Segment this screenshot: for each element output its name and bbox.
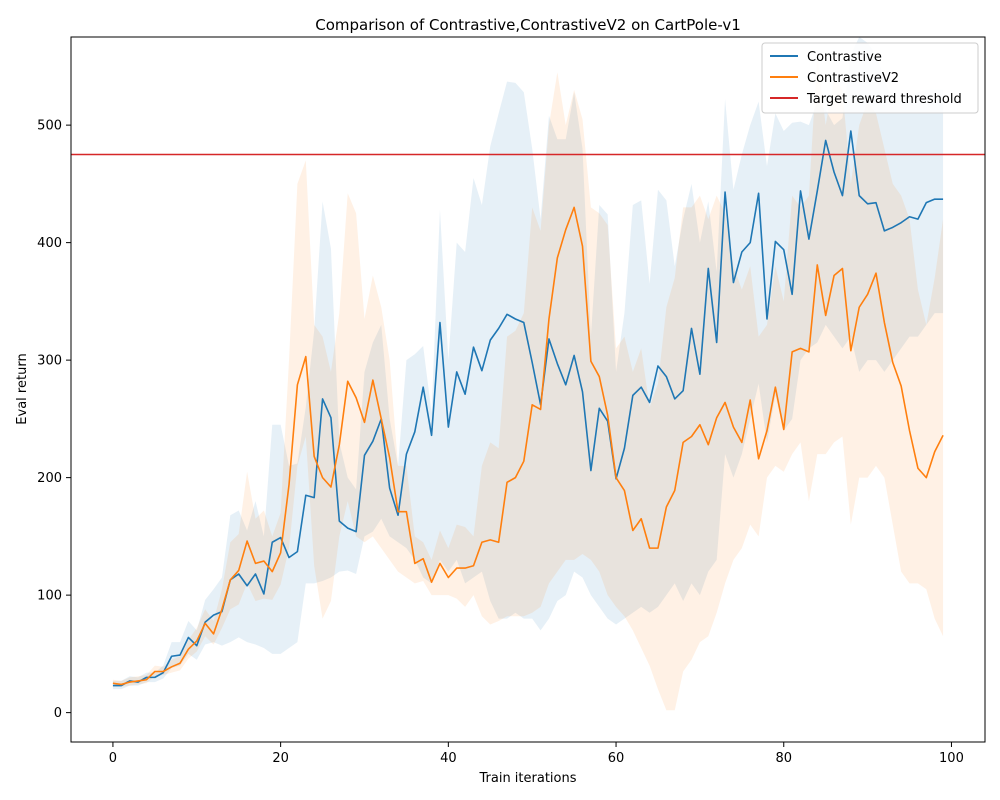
series-lines xyxy=(112,130,944,687)
y-tick-label: 300 xyxy=(37,354,62,369)
y-axis-label: Eval return xyxy=(15,353,30,424)
y-tick-label: 400 xyxy=(37,236,62,251)
legend: Contrastive ContrastiveV2 Target reward … xyxy=(761,42,979,114)
y-axis-ticks: 0 100 200 300 400 500 xyxy=(37,119,71,721)
band-contrastive xyxy=(112,37,944,690)
plot-frame xyxy=(70,36,986,743)
y-tick-label: 100 xyxy=(37,589,62,604)
x-axis-label: Train iterations xyxy=(478,771,576,786)
x-axis-ticks: 0 20 40 60 80 100 xyxy=(109,742,964,766)
line-contrastive xyxy=(112,130,944,687)
band-contrastivev2 xyxy=(112,54,944,711)
confidence-bands xyxy=(112,37,944,711)
x-tick-label: 40 xyxy=(440,751,457,766)
x-tick-label: 100 xyxy=(939,751,964,766)
chart-title: Comparison of Contrastive,ContrastiveV2 … xyxy=(315,16,741,34)
x-tick-label: 20 xyxy=(272,751,289,766)
y-tick-label: 200 xyxy=(37,471,62,486)
x-tick-label: 80 xyxy=(775,751,792,766)
legend-label-contrastive: Contrastive xyxy=(807,50,882,65)
y-tick-label: 0 xyxy=(54,706,62,721)
legend-box xyxy=(761,42,979,114)
legend-label-threshold: Target reward threshold xyxy=(806,92,962,107)
line-contrastivev2 xyxy=(112,206,944,686)
legend-label-contrastivev2: ContrastiveV2 xyxy=(807,71,899,86)
y-tick-label: 500 xyxy=(37,119,62,134)
x-tick-label: 0 xyxy=(109,751,117,766)
x-tick-label: 60 xyxy=(608,751,625,766)
